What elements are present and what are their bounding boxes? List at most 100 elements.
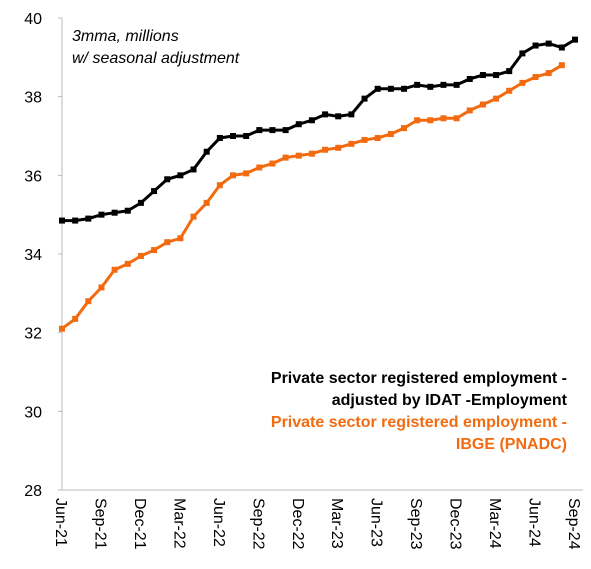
x-tick-label: Mar-24: [486, 498, 503, 549]
x-tick-label: Jun-23: [368, 498, 385, 547]
point: [111, 209, 118, 216]
point: [414, 117, 421, 124]
point: [203, 148, 210, 155]
series-line: [61, 63, 563, 330]
point: [558, 62, 565, 69]
point: [243, 170, 250, 177]
point: [308, 117, 315, 124]
point: [85, 298, 92, 305]
x-tick-label: Sep-22: [249, 498, 266, 550]
point: [387, 131, 394, 138]
point: [230, 133, 236, 139]
point: [440, 115, 447, 122]
point: [361, 95, 368, 102]
point: [466, 75, 473, 82]
point: [361, 136, 368, 143]
point: [440, 81, 447, 88]
point: [72, 217, 79, 224]
point: [177, 235, 184, 242]
point: [348, 111, 355, 118]
point: [506, 87, 513, 94]
point: [59, 325, 65, 332]
y-tick-label: 40: [24, 11, 42, 28]
x-tick-label: Dec-21: [131, 498, 148, 550]
point: [545, 70, 552, 77]
point: [414, 81, 421, 88]
x-tick-label: Mar-22: [170, 498, 187, 549]
point: [374, 134, 381, 141]
point: [387, 85, 394, 92]
x-tick-label: Sep-21: [91, 498, 108, 550]
point: [427, 83, 434, 90]
point: [256, 127, 263, 134]
point: [111, 266, 118, 273]
point: [269, 127, 276, 134]
y-tick-label: 34: [24, 247, 42, 264]
x-tick-label: Sep-23: [407, 498, 424, 550]
point: [216, 182, 223, 189]
point: [479, 72, 486, 79]
point: [98, 284, 105, 291]
point: [335, 113, 342, 120]
point: [532, 74, 539, 80]
point: [151, 247, 158, 254]
point: [98, 211, 105, 218]
point: [374, 85, 381, 92]
x-tick-label: Mar-23: [328, 498, 345, 549]
x-tick-label: Sep-24: [565, 498, 582, 550]
point: [216, 134, 223, 141]
point: [493, 95, 500, 102]
point: [137, 199, 144, 206]
point: [427, 117, 434, 124]
y-tick-label: 32: [24, 326, 42, 343]
point: [506, 68, 513, 75]
annotation: 3mma, millions w/ seasonal adjustment: [72, 28, 240, 67]
point: [124, 207, 131, 214]
point: [203, 199, 210, 206]
point: [493, 72, 500, 79]
point: [164, 176, 171, 183]
point: [177, 172, 184, 179]
point: [466, 107, 473, 114]
point: [479, 101, 486, 108]
point: [124, 260, 131, 267]
point: [308, 150, 315, 157]
point: [59, 217, 65, 224]
legend-entry: Private sector registered employment - a…: [270, 370, 567, 409]
point: [190, 213, 197, 220]
point: [558, 44, 565, 51]
point: [269, 160, 276, 167]
point: [519, 79, 526, 86]
point: [282, 127, 289, 134]
x-tick-label: Jun-24: [526, 498, 543, 547]
series-line: [62, 38, 576, 223]
point: [164, 239, 171, 246]
y-tick-label: 36: [24, 168, 42, 185]
point: [401, 85, 407, 92]
x-tick-label: Dec-22: [289, 498, 306, 550]
point: [137, 252, 144, 259]
point: [572, 36, 578, 43]
point: [151, 188, 158, 195]
point: [256, 164, 263, 171]
point: [453, 81, 460, 88]
point: [348, 140, 355, 147]
point: [545, 40, 552, 47]
point: [230, 172, 236, 179]
point: [243, 133, 250, 139]
point: [190, 166, 197, 173]
point: [72, 315, 79, 322]
x-tick-label: Jun-21: [52, 498, 69, 547]
point: [282, 154, 289, 161]
point: [322, 146, 329, 153]
y-tick-label: 28: [24, 483, 42, 500]
point: [295, 121, 302, 128]
point: [519, 50, 526, 57]
point: [401, 125, 407, 132]
x-tick-label: Dec-23: [447, 498, 464, 550]
point: [532, 42, 539, 49]
x-tick-label: Jun-22: [210, 498, 227, 547]
y-tick-label: 38: [24, 90, 42, 107]
